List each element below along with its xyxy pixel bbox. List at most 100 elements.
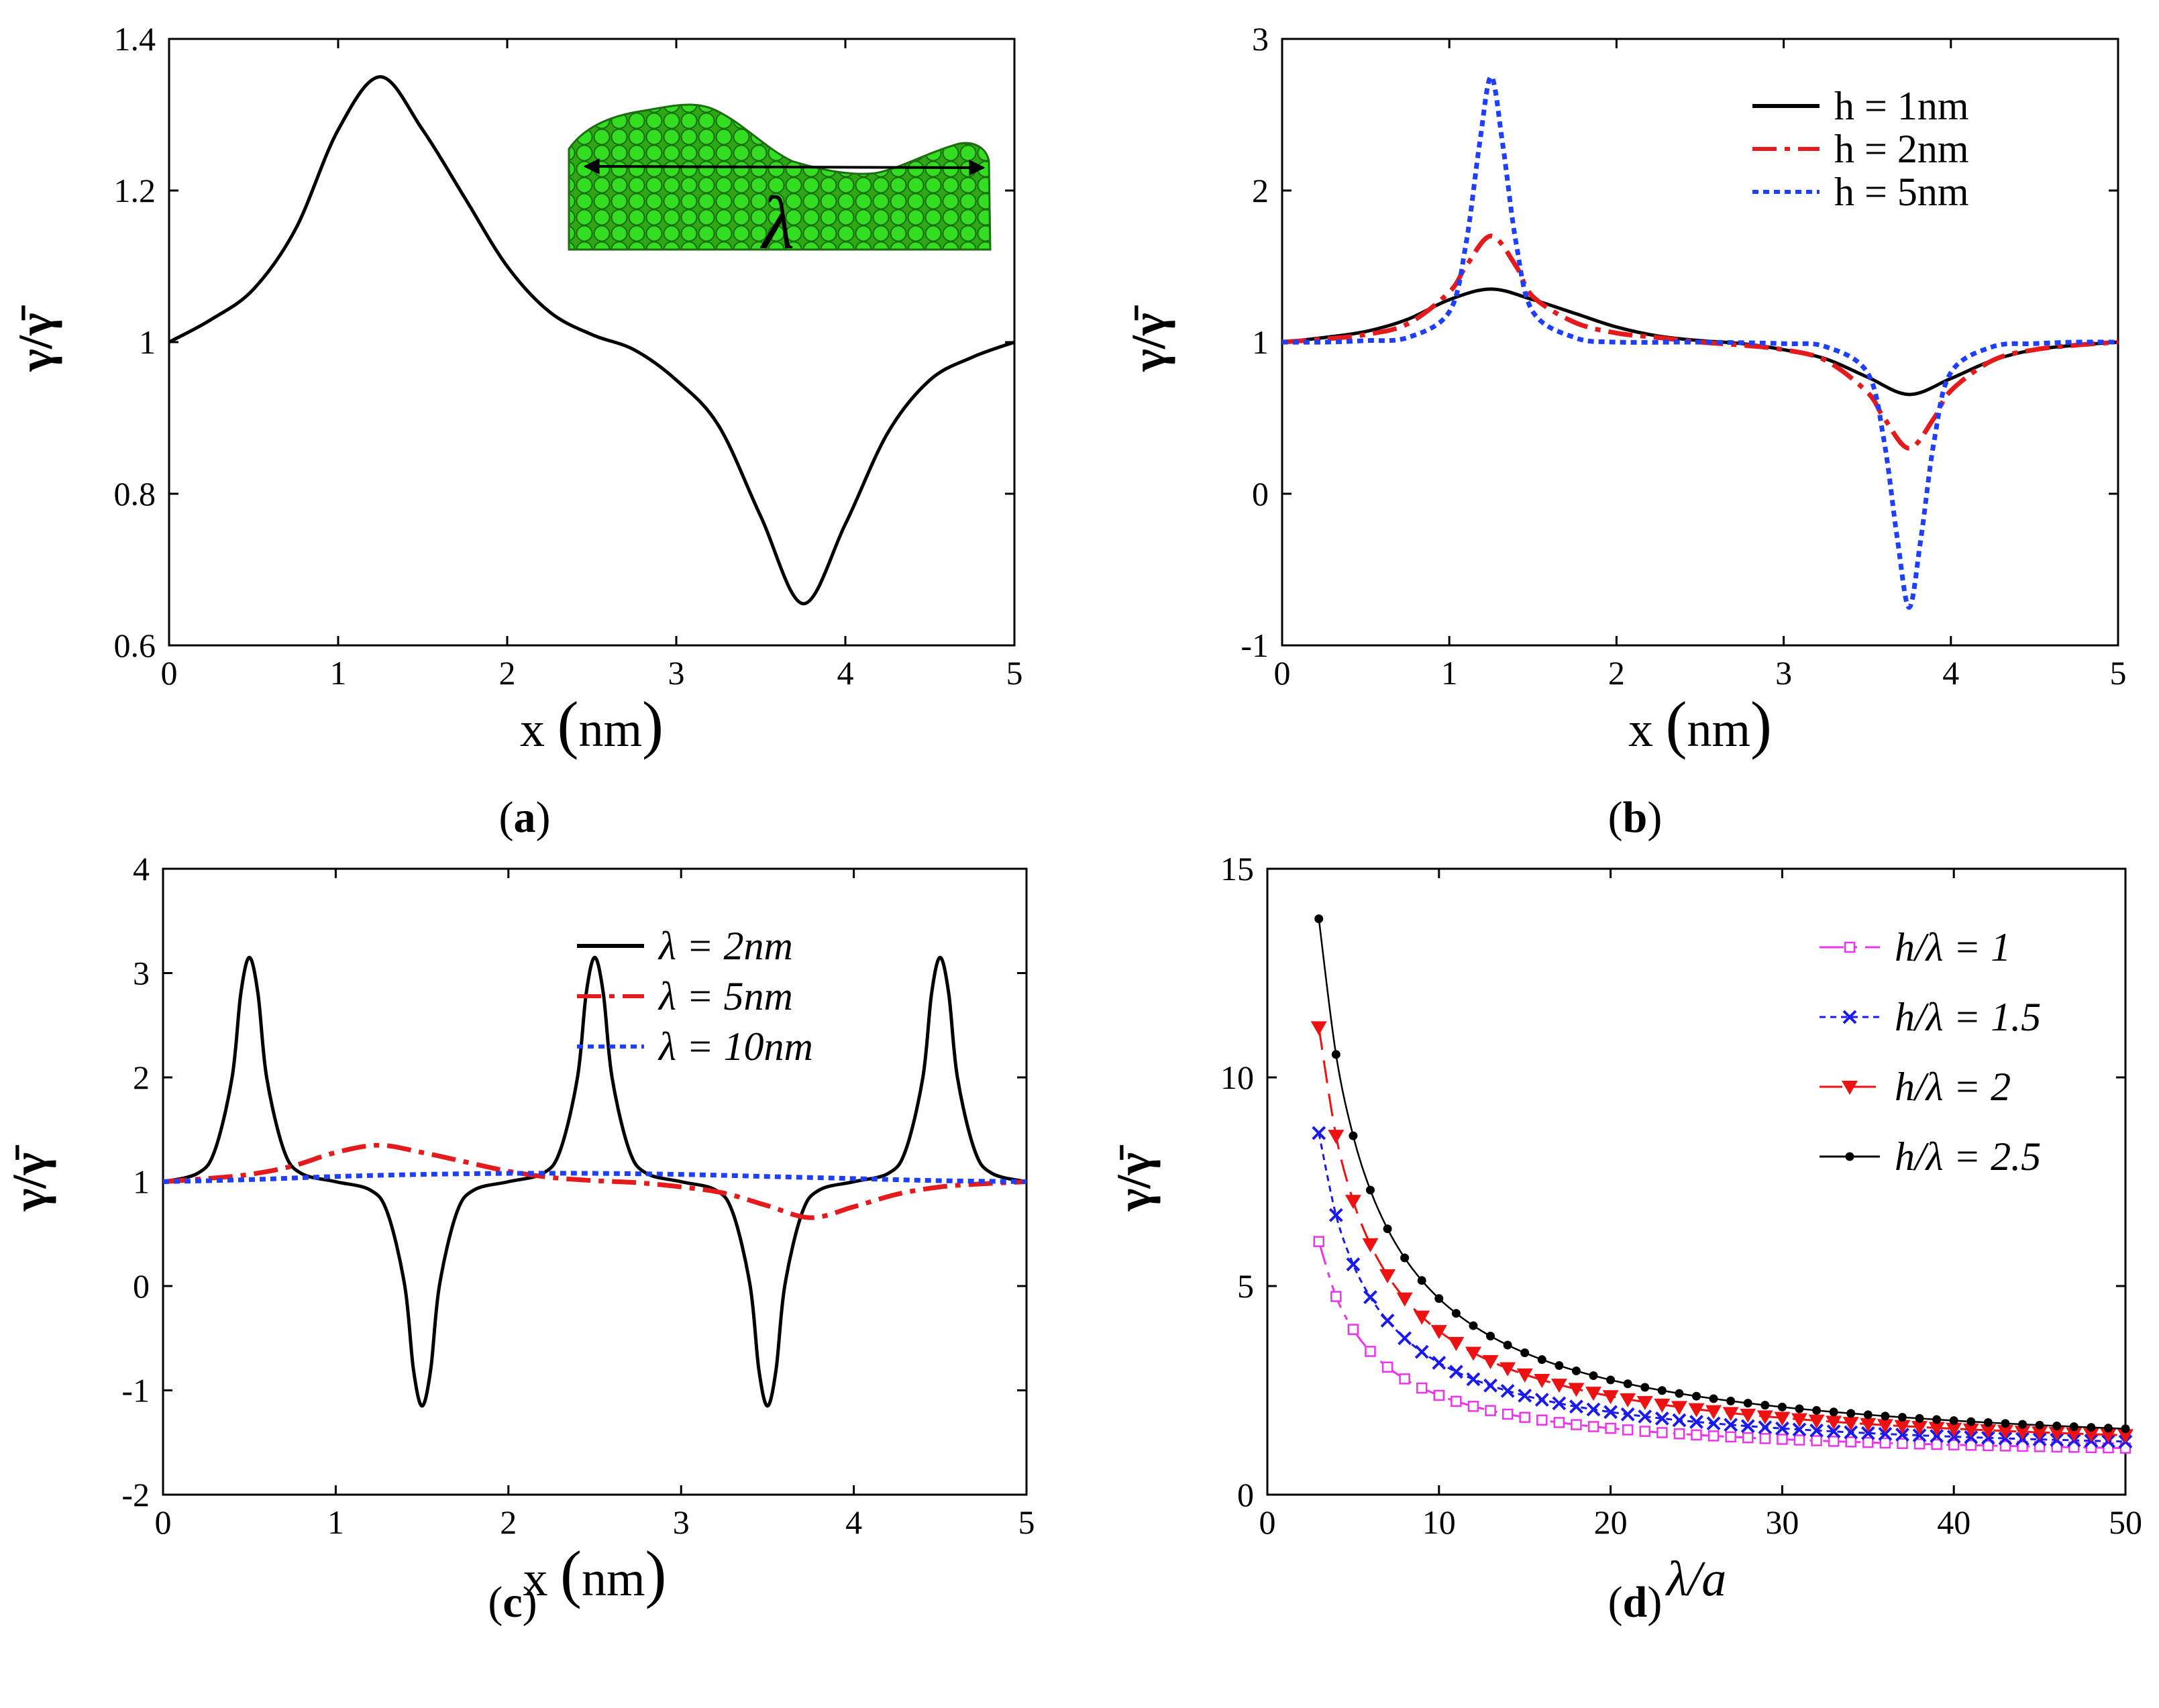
panel-letter: a <box>514 793 536 842</box>
x-axis-unit: nm <box>578 702 642 757</box>
marker-square <box>1330 1291 1342 1302</box>
x-tick-label: 5 <box>2110 654 2127 692</box>
marker-dot <box>1915 1413 1924 1423</box>
marker-square <box>2017 1440 2028 1452</box>
x-tick-label: 0 <box>1274 654 1291 692</box>
marker-square <box>1777 1434 1788 1445</box>
x-axis-label: x (nm) <box>523 1538 667 1609</box>
marker-triangle <box>2014 1426 2031 1440</box>
x-axis-label: x (nm) <box>1628 688 1772 760</box>
marker-square <box>2068 1442 2080 1453</box>
x-tick-label: 3 <box>673 1503 690 1541</box>
legend-label: h/λ = 2 <box>1895 1065 2011 1109</box>
marker-triangle <box>2083 1428 2099 1442</box>
y-tick-label: 3 <box>1252 20 1269 58</box>
marker-triangle <box>1516 1368 1533 1383</box>
x-tick-label: 20 <box>1594 1503 1628 1541</box>
marker-square <box>1673 1428 1685 1440</box>
y-tick-label: 10 <box>1220 1059 1254 1096</box>
marker-square <box>1313 1236 1324 1247</box>
marker-triangle <box>1654 1398 1671 1413</box>
panel-paren-close: ) <box>1647 793 1662 842</box>
panel-label: (b) <box>1608 793 1663 842</box>
paren-close: ) <box>1750 688 1772 760</box>
atomic-surface-inset: λ <box>568 103 992 265</box>
y-axis-label: γ/γ̄ <box>3 1144 56 1212</box>
series-group <box>168 75 1015 606</box>
lambda-symbol: λ <box>760 182 795 265</box>
marker-triangle <box>1310 1021 1327 1036</box>
marker-x <box>1432 1356 1446 1370</box>
y-tick-label: 15 <box>1220 850 1254 888</box>
x-tick-label: 40 <box>1937 1503 1970 1541</box>
marker-x <box>1638 1409 1652 1424</box>
y-tick-label: 0 <box>133 1267 150 1305</box>
marker-triangle <box>2117 1429 2134 1444</box>
marker-triangle <box>1722 1407 1739 1422</box>
series-group <box>1310 914 2134 1454</box>
marker-square <box>2051 1441 2062 1453</box>
marker-square <box>1553 1417 1565 1428</box>
marker-dot <box>2001 1419 2010 1428</box>
marker-x <box>1740 1419 1755 1434</box>
y-tick-label: 3 <box>133 955 150 992</box>
y-tick-label: 1.2 <box>114 172 156 209</box>
marker-square <box>1965 1440 1977 1451</box>
marker-dot <box>1863 1410 1873 1420</box>
y-axis-label: γ/γ̄ <box>9 305 62 372</box>
marker-x <box>1569 1399 1583 1414</box>
marker-dot <box>1434 1294 1444 1303</box>
marker-x <box>1860 1426 1875 1440</box>
panel-label: (a) <box>499 793 551 842</box>
marker-square <box>2085 1442 2097 1454</box>
marker-dot <box>1760 1401 1770 1410</box>
y-tick-label: 1 <box>1252 323 1269 361</box>
y-axis-label: γ/γ̄ <box>1107 1144 1161 1212</box>
panel-paren-open: ( <box>499 793 514 842</box>
marker-x <box>1398 1331 1412 1346</box>
marker-triangle <box>1379 1269 1396 1284</box>
marker-square <box>1828 1436 1840 1447</box>
marker-x <box>1312 1126 1326 1140</box>
marker-x <box>1792 1422 1807 1437</box>
marker-x <box>1363 1290 1377 1305</box>
marker-square <box>1931 1438 1942 1450</box>
marker-x <box>1809 1423 1824 1438</box>
marker-triangle <box>1688 1403 1705 1418</box>
marker-dot <box>1640 1383 1650 1392</box>
y-tick-label: -1 <box>121 1372 150 1409</box>
x-tick-label: 2 <box>499 654 516 692</box>
marker-dot <box>1846 1409 1856 1418</box>
marker-dot <box>1675 1389 1684 1398</box>
series-line-2 <box>162 1142 1027 1220</box>
x-axis-var: x <box>1628 702 1666 757</box>
panel-letter: c <box>503 1578 522 1627</box>
marker-square <box>1399 1373 1410 1385</box>
legend: λ = 2nm λ = 5nm λ = 10nm <box>577 924 813 1069</box>
marker-dot <box>1314 914 1324 924</box>
marker-dot <box>1657 1386 1667 1395</box>
marker-x <box>1500 1383 1515 1398</box>
marker-dot <box>2018 1420 2028 1429</box>
panel-paren-close: ) <box>536 793 551 842</box>
marker-triangle <box>1414 1310 1430 1325</box>
marker-x <box>1586 1402 1601 1417</box>
x-tick-label: 10 <box>1422 1503 1456 1541</box>
marker-dot <box>1469 1321 1478 1330</box>
x-axis-unit: nm <box>582 1552 645 1607</box>
y-tick-label: 2 <box>133 1059 150 1096</box>
marker-dot <box>1812 1405 1822 1415</box>
marker-dot <box>1589 1371 1598 1381</box>
marker-dot <box>2069 1422 2078 1432</box>
marker-square <box>1519 1411 1530 1423</box>
marker-square <box>1485 1405 1496 1416</box>
marker-dot <box>1451 1309 1461 1318</box>
marker-triangle <box>1602 1390 1619 1405</box>
marker-dot <box>1520 1348 1530 1358</box>
marker-square <box>1656 1427 1668 1438</box>
marker-triangle <box>1946 1422 1962 1437</box>
marker-square <box>1707 1430 1720 1442</box>
marker-square <box>1983 1440 1994 1452</box>
